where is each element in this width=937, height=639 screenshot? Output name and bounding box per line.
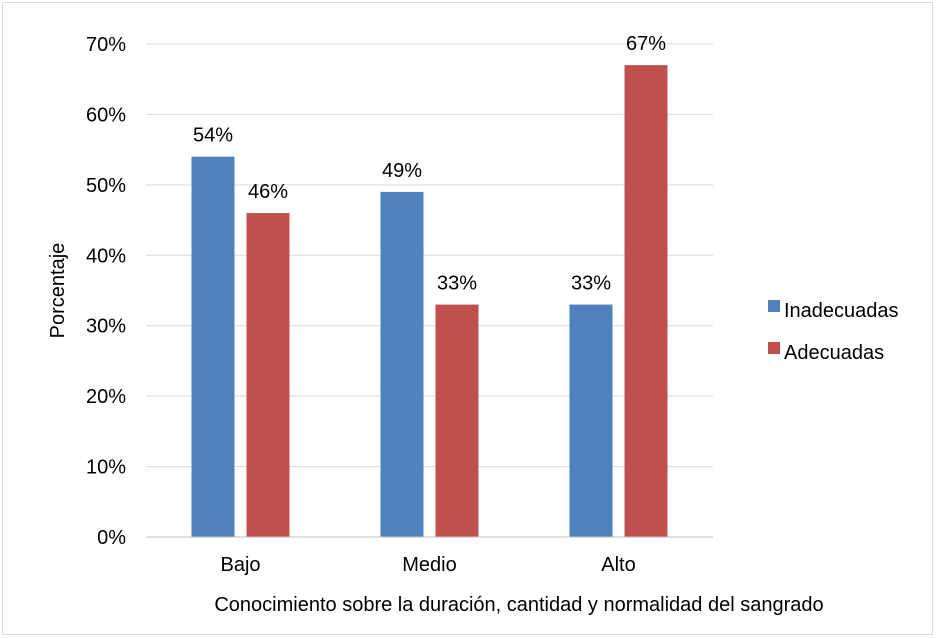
- legend-label-adecuadas: Adecuadas: [784, 342, 884, 364]
- y-tick-label: 30%: [86, 316, 126, 338]
- bar-inadecuadas-alto: [569, 304, 613, 537]
- data-label: 46%: [248, 181, 288, 203]
- y-tick-label: 0%: [97, 527, 126, 549]
- x-axis-ticks: Bajo Medio Alto: [220, 554, 635, 576]
- data-label: 54%: [193, 125, 233, 147]
- data-label: 33%: [571, 273, 611, 295]
- bar-adecuadas-medio: [435, 304, 479, 537]
- y-tick-label: 50%: [86, 175, 126, 197]
- y-tick-label: 10%: [86, 457, 126, 479]
- x-axis-title: Conocimiento sobre la duración, cantidad…: [214, 594, 823, 616]
- data-label: 67%: [626, 33, 666, 55]
- legend-label-inadecuadas: Inadecuadas: [784, 300, 899, 322]
- bar-inadecuadas-medio: [380, 191, 424, 537]
- legend: Inadecuadas Adecuadas: [768, 300, 899, 364]
- gridlines: [146, 43, 713, 468]
- x-tick-label: Medio: [402, 554, 456, 576]
- y-axis-ticks: 0% 10% 20% 30% 40% 50% 60% 70%: [86, 34, 126, 549]
- bar-adecuadas-alto: [624, 65, 668, 537]
- data-label: 49%: [382, 160, 422, 182]
- bar-inadecuadas-bajo: [191, 156, 235, 537]
- y-tick-label: 40%: [86, 245, 126, 267]
- data-label: 33%: [437, 273, 477, 295]
- data-labels: 54% 46% 49% 33% 33% 67%: [193, 33, 666, 294]
- bar-adecuadas-bajo: [246, 213, 290, 537]
- x-tick-label: Alto: [601, 554, 635, 576]
- bars: [191, 65, 668, 537]
- y-tick-label: 20%: [86, 386, 126, 408]
- legend-swatch-inadecuadas: [768, 300, 780, 312]
- y-axis-title: Porcentaje: [47, 243, 69, 339]
- legend-swatch-adecuadas: [768, 342, 780, 354]
- y-tick-label: 70%: [86, 34, 126, 56]
- y-tick-label: 60%: [86, 104, 126, 126]
- x-tick-label: Bajo: [220, 554, 260, 576]
